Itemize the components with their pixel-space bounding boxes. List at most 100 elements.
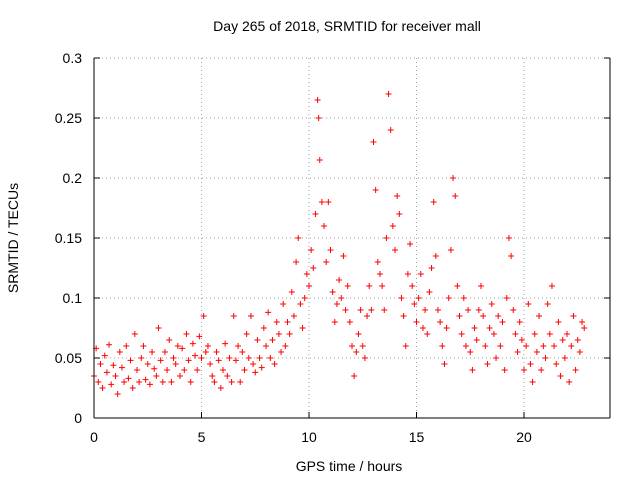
data-point [226,355,233,361]
data-point [166,337,173,343]
data-point [557,373,564,379]
data-point [439,343,446,349]
data-point [192,352,199,359]
data-point [314,97,321,103]
data-point [435,307,441,313]
data-point [385,91,392,97]
data-point [381,307,388,313]
data-point [213,349,220,355]
data-point [542,355,549,361]
data-point [447,247,454,253]
data-point [164,367,171,373]
data-point [211,379,218,385]
data-point [95,379,102,385]
data-point [576,349,583,355]
data-point [316,157,323,163]
data-point [228,379,235,385]
data-point [503,295,510,301]
data-point [260,325,267,331]
data-point [99,385,106,391]
data-point [144,361,151,367]
data-point [564,331,570,337]
data-point [456,313,463,319]
data-point [342,307,349,313]
data-point [220,367,226,373]
data-point [131,331,138,337]
data-point [172,361,179,367]
data-point [321,223,328,229]
data-point [177,373,183,379]
data-point [273,319,280,325]
data-point [475,307,482,313]
axis-ticks: 0 5 10 15 20 0 0.05 0.1 0.15 0.2 0.25 0.3 [55,50,610,445]
data-point [415,295,422,301]
data-point [478,283,484,289]
data-point [202,349,209,355]
data-point [333,301,340,307]
data-point [267,355,274,361]
data-point [224,373,231,379]
data-point [323,259,330,265]
data-point [553,361,560,367]
data-point [411,301,418,307]
data-point [419,325,426,331]
data-point [389,223,396,229]
data-point [134,367,140,373]
x-tick-label: 10 [301,429,317,445]
data-point [293,259,300,265]
data-point [398,295,405,301]
y-tick-label: 0.3 [63,50,83,66]
x-tick-label: 15 [409,429,425,445]
data-point [271,361,278,367]
data-point [546,331,553,337]
data-point [407,241,414,247]
data-point [318,199,325,205]
data-point [370,139,377,145]
data-point [155,325,162,331]
data-point [338,295,345,301]
data-point [379,283,386,289]
data-point [376,271,383,277]
data-point [467,349,474,355]
data-point [187,379,194,385]
data-point [183,331,190,337]
data-point [538,367,545,373]
data-point [116,349,123,355]
data-point [469,367,476,373]
data-point [531,331,538,337]
data-point [572,367,579,373]
data-point [357,307,364,313]
data-point [529,379,536,385]
data-point [428,265,435,271]
data-point [215,357,222,364]
data-point [344,283,351,289]
y-axis-label: SRMTID / TECUs [5,183,21,293]
data-point [114,391,121,397]
data-point [256,355,263,361]
data-point [329,289,336,295]
data-point [361,355,368,361]
data-point [355,331,362,337]
data-point [566,379,573,385]
data-point [179,345,186,352]
data-point [536,313,543,319]
data-point [303,271,310,277]
data-point [142,376,149,383]
data-point [392,247,398,253]
data-point [430,199,437,205]
data-point [247,313,254,319]
data-point [465,307,472,313]
data-point [331,319,338,325]
data-point [422,307,429,313]
data-point [189,340,196,347]
data-point [351,373,358,379]
data-point [159,379,166,385]
data-point [174,343,181,349]
data-point [237,379,244,385]
data-point [138,355,145,361]
chart-title: Day 265 of 2018, SRMTID for receiver mal… [213,18,481,34]
data-point [574,337,581,343]
data-point [551,343,558,349]
data-point [480,313,487,319]
